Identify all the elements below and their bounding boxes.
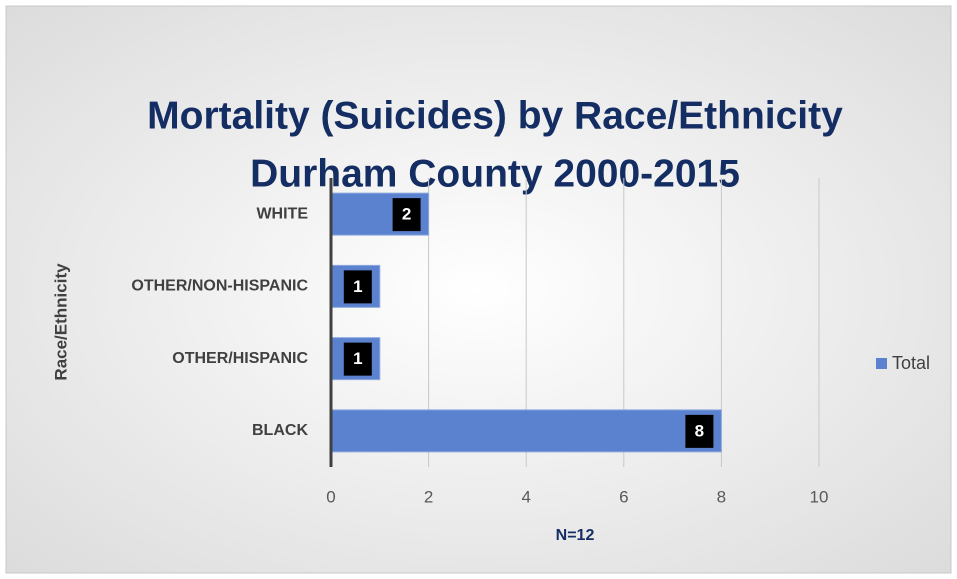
- x-tick-label: 10: [810, 487, 829, 506]
- legend-label: Total: [892, 353, 930, 373]
- x-tick-label: 8: [717, 487, 726, 506]
- x-tick-label: 0: [326, 487, 335, 506]
- x-axis-label: N=12: [556, 527, 595, 544]
- data-label-box: [685, 414, 714, 448]
- y-tick-label: OTHER/NON-HISPANIC: [131, 278, 308, 295]
- data-label: 8: [695, 421, 704, 440]
- data-label: 1: [353, 277, 362, 296]
- chart-title: Durham County 2000-2015: [250, 152, 740, 195]
- data-label-box: [392, 198, 421, 232]
- data-label: 2: [402, 205, 411, 224]
- y-tick-label: OTHER/HISPANIC: [172, 350, 308, 367]
- chart-background: [5, 5, 952, 574]
- data-label-box: [343, 342, 372, 376]
- data-label: 1: [353, 349, 362, 368]
- legend-swatch: [876, 358, 887, 369]
- bar: [330, 409, 722, 453]
- x-tick-label: 4: [521, 487, 530, 506]
- x-tick-label: 2: [424, 487, 433, 506]
- y-axis-label: Race/Ethnicity: [51, 263, 70, 381]
- y-tick-label: BLACK: [252, 422, 308, 439]
- chart-title: Mortality (Suicides) by Race/Ethnicity: [147, 94, 843, 137]
- y-tick-label: WHITE: [256, 205, 308, 222]
- data-label-box: [343, 270, 372, 304]
- x-tick-label: 6: [619, 487, 628, 506]
